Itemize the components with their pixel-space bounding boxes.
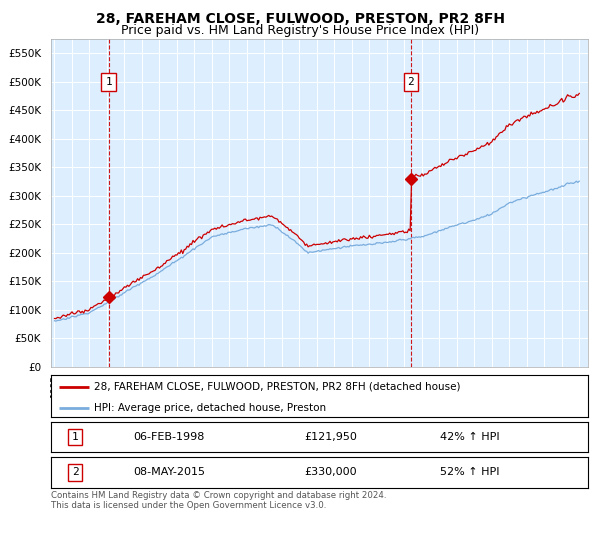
Text: 2: 2 <box>72 468 79 477</box>
Text: 06-FEB-1998: 06-FEB-1998 <box>133 432 205 442</box>
Text: 1: 1 <box>72 432 79 442</box>
Text: 28, FAREHAM CLOSE, FULWOOD, PRESTON, PR2 8FH: 28, FAREHAM CLOSE, FULWOOD, PRESTON, PR2… <box>95 12 505 26</box>
Text: 2: 2 <box>407 77 414 87</box>
Text: Price paid vs. HM Land Registry's House Price Index (HPI): Price paid vs. HM Land Registry's House … <box>121 24 479 37</box>
Text: 52% ↑ HPI: 52% ↑ HPI <box>440 468 500 477</box>
Text: £330,000: £330,000 <box>304 468 356 477</box>
Text: 28, FAREHAM CLOSE, FULWOOD, PRESTON, PR2 8FH (detached house): 28, FAREHAM CLOSE, FULWOOD, PRESTON, PR2… <box>94 381 460 391</box>
Text: HPI: Average price, detached house, Preston: HPI: Average price, detached house, Pres… <box>94 403 326 413</box>
Text: Contains HM Land Registry data © Crown copyright and database right 2024.
This d: Contains HM Land Registry data © Crown c… <box>51 491 386 510</box>
Text: 1: 1 <box>106 77 112 87</box>
Text: 08-MAY-2015: 08-MAY-2015 <box>133 468 205 477</box>
Text: 42% ↑ HPI: 42% ↑ HPI <box>440 432 500 442</box>
Text: £121,950: £121,950 <box>304 432 356 442</box>
